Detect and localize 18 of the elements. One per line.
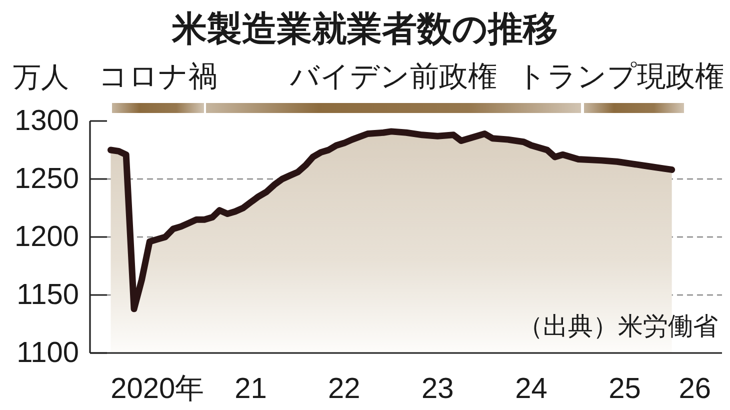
- y-axis-title: 万人: [13, 62, 69, 92]
- x-tick-label: 24: [515, 373, 548, 405]
- chart-title: 米製造業就業者数の推移: [171, 10, 558, 48]
- x-tick-label: 22: [328, 373, 360, 405]
- text: バイデン前政権: [289, 61, 497, 93]
- y-tick-label: 1100: [16, 337, 79, 369]
- x-tick-label: 25: [608, 373, 641, 405]
- y-tick-label: 1200: [14, 221, 79, 253]
- x-tick-label: 21: [234, 373, 267, 405]
- y-tick-label: 1300: [14, 105, 79, 137]
- annotation: （出典）米労働省: [518, 314, 718, 340]
- text: コロナ禍: [98, 61, 218, 93]
- y-tick-label: 1250: [14, 163, 79, 195]
- text: トランプ現政権: [517, 61, 724, 93]
- y-tick-label: 1150: [16, 279, 79, 311]
- x-tick-label: 2020年: [110, 373, 204, 405]
- x-tick-label: 23: [421, 373, 454, 405]
- x-tick-label: 26: [678, 373, 711, 405]
